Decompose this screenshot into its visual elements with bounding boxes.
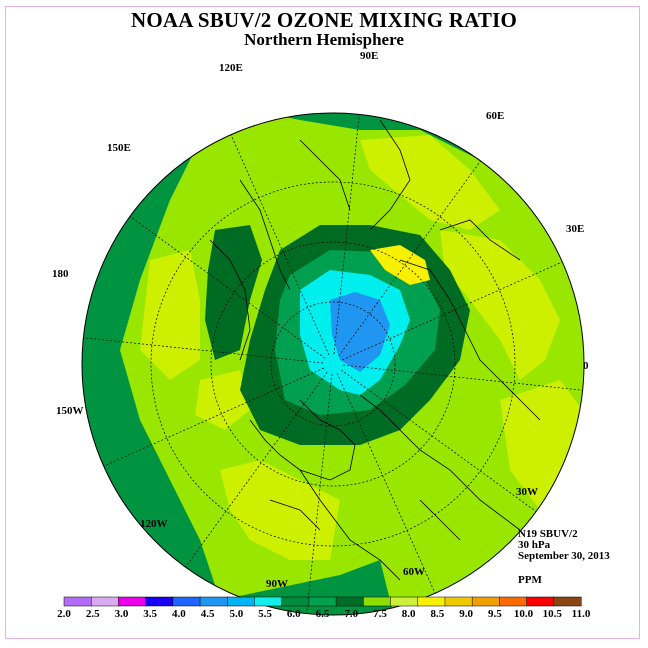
map-subtitle: Northern Hemisphere — [244, 30, 404, 49]
colorbar-swatch — [145, 596, 174, 607]
pressure-level-label: 30 hPa — [518, 539, 551, 551]
colorbar-swatches — [63, 596, 582, 607]
page-frame — [5, 6, 640, 639]
colorbar-tick-label: 8.0 — [401, 608, 416, 620]
latitude-circle — [210, 241, 456, 487]
colorbar-tick-label: 11.0 — [571, 608, 591, 620]
colorbar-swatch — [254, 596, 283, 607]
longitude-label: 60E — [486, 110, 505, 122]
colorbar-tick-label: 3.5 — [143, 608, 158, 620]
meridian-line — [226, 126, 330, 356]
units-label: PPM — [518, 574, 542, 586]
colorbar-tick-label: 2.5 — [85, 608, 100, 620]
colorbar-tick-label: 6.0 — [286, 608, 301, 620]
colorbar-tick-label: 8.5 — [430, 608, 445, 620]
ozone-blue-core — [330, 292, 390, 372]
colorbar-swatch — [281, 596, 310, 607]
longitude-label: 120W — [140, 518, 168, 530]
coastlines — [209, 119, 541, 581]
meridian-line — [341, 257, 571, 361]
longitude-label: 0 — [583, 360, 589, 372]
meridian-line — [95, 367, 325, 471]
longitude-label: 150E — [107, 142, 131, 154]
colorbar-tick-label: 7.5 — [373, 608, 387, 620]
meridian-line — [122, 210, 326, 359]
colorbar-swatch — [499, 596, 528, 607]
meridian-line — [179, 371, 328, 575]
longitude-label: 90W — [266, 578, 288, 590]
ozone-light-region — [360, 135, 500, 230]
meridian-line — [340, 369, 544, 518]
colorbar-tick-label: 2.0 — [57, 608, 71, 620]
ozone-light-region — [140, 250, 200, 380]
longitude-label: 90E — [360, 50, 379, 62]
longitude-label: 60W — [403, 566, 425, 578]
colorbar-swatch — [553, 596, 582, 607]
colorbar-tick-label: 4.5 — [200, 608, 215, 620]
ozone-light-region — [195, 370, 250, 430]
colorbar-swatch — [227, 596, 256, 607]
colorbar-swatch — [526, 596, 555, 607]
colorbar-tick-label: 4.0 — [172, 608, 186, 620]
meridian-line — [82, 336, 324, 364]
meridian-line — [336, 372, 440, 602]
meridian-line — [342, 364, 584, 392]
longitude-label: 120E — [219, 62, 243, 74]
latitude-circle — [150, 181, 516, 547]
longitude-label: 30W — [516, 486, 538, 498]
satellite-label: N19 SBUV/2 — [518, 528, 578, 540]
colorbar-swatch — [199, 596, 228, 607]
longitude-label: 30E — [566, 223, 585, 235]
map-boundary — [81, 112, 585, 616]
colorbar-swatch — [172, 596, 201, 607]
colorbar-tick-label: 3.0 — [114, 608, 129, 620]
colorbar-tick-label: 5.0 — [229, 608, 244, 620]
colorbar-tick-label: 6.5 — [315, 608, 330, 620]
ozone-yellow-patch — [370, 245, 430, 285]
colorbar-tick-label: 10.0 — [513, 608, 534, 620]
colorbar-swatch — [444, 596, 473, 607]
colorbar-swatch — [417, 596, 446, 607]
colorbar-tick-label: 5.5 — [258, 608, 272, 620]
longitude-label: 150W — [56, 405, 84, 417]
colorbar-swatch — [308, 596, 337, 607]
map-graticule — [82, 113, 584, 615]
colorbar-swatch — [118, 596, 147, 607]
ozone-polar-ring — [205, 225, 262, 360]
meridian-line — [338, 153, 487, 357]
colorbar-swatch — [90, 596, 119, 607]
colorbar-swatch — [471, 596, 500, 607]
colorbar-swatch — [63, 596, 92, 607]
colorbar-swatch — [390, 596, 419, 607]
ozone-light-region — [440, 230, 560, 380]
colorbar-swatch — [363, 596, 392, 607]
colorbar-tick-label: 9.5 — [487, 608, 502, 620]
latitude-circle — [270, 301, 396, 427]
meridian-line — [333, 113, 361, 355]
longitude-label: 180 — [52, 268, 69, 280]
colorbar-tick-label: 10.5 — [542, 608, 562, 620]
colorbar-swatch — [335, 596, 364, 607]
map-title: NOAA SBUV/2 OZONE MIXING RATIO — [131, 8, 517, 32]
date-label: September 30, 2013 — [518, 550, 610, 562]
colorbar-tick-label: 9.0 — [459, 608, 473, 620]
colorbar-tick-label: 7.0 — [344, 608, 359, 620]
